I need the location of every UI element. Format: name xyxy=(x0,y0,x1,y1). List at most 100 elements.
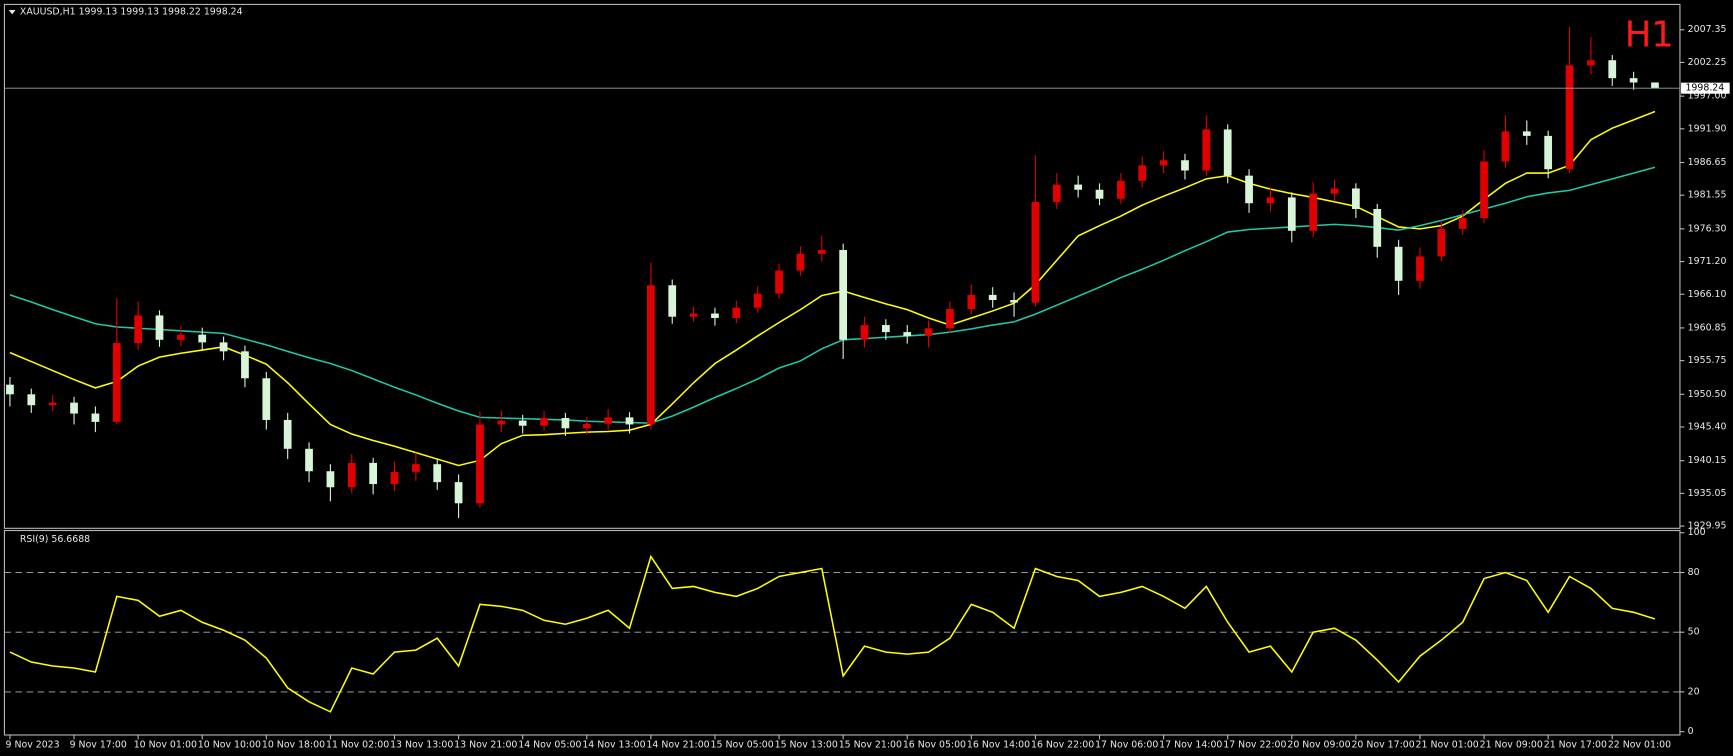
candle-body xyxy=(839,250,848,340)
candle-body xyxy=(283,419,292,449)
candle-body xyxy=(91,413,100,422)
candle-body xyxy=(155,315,164,340)
y-tick-label: 1976.30 xyxy=(1688,223,1727,234)
y-tick-label: 80 xyxy=(1688,567,1700,578)
y-tick-label: 2007.35 xyxy=(1688,24,1727,35)
candle-body xyxy=(1309,193,1318,231)
y-tick-label: 50 xyxy=(1688,627,1700,638)
x-tick-label: 13 Nov 21:00 xyxy=(454,739,517,750)
x-tick-label: 17 Nov 06:00 xyxy=(1095,739,1158,750)
candle-body xyxy=(625,417,634,425)
y-tick-label: 100 xyxy=(1688,527,1706,538)
candle-body xyxy=(1010,300,1018,303)
candle-body xyxy=(454,482,463,504)
candle-body xyxy=(711,313,719,318)
candle-body xyxy=(305,448,313,472)
candle-body xyxy=(1352,188,1360,209)
candle-body xyxy=(988,294,997,301)
candle-body xyxy=(112,342,121,422)
candle-body xyxy=(1522,131,1531,136)
candle-body xyxy=(1501,131,1510,162)
y-tick-label: 1971.20 xyxy=(1688,256,1727,267)
candle-body xyxy=(1608,60,1617,79)
y-tick-label: 2002.25 xyxy=(1688,57,1727,68)
candle-body xyxy=(1266,197,1275,204)
y-tick-label: 1986.65 xyxy=(1688,157,1727,168)
last-price-box xyxy=(1681,82,1730,94)
candle-body xyxy=(1031,201,1040,303)
candle-body xyxy=(1480,161,1488,218)
x-tick-label: 13 Nov 13:00 xyxy=(390,739,453,750)
x-tick-label: 15 Nov 05:00 xyxy=(711,739,774,750)
candle-body xyxy=(604,417,613,424)
candle-body xyxy=(1223,129,1232,176)
x-tick-label: 21 Nov 01:00 xyxy=(1416,739,1479,750)
candle-body xyxy=(817,250,826,254)
last-price-label: 1998.24 xyxy=(1685,83,1724,94)
candle-body xyxy=(924,328,933,336)
candle-body xyxy=(1202,129,1211,171)
x-tick-label: 17 Nov 14:00 xyxy=(1159,739,1222,750)
y-tick-label: 1981.55 xyxy=(1688,190,1727,201)
candle-body xyxy=(369,462,378,485)
candle-body xyxy=(775,270,783,294)
x-tick-label: 14 Nov 05:00 xyxy=(518,739,581,750)
x-tick-label: 17 Nov 22:00 xyxy=(1223,739,1286,750)
candle-body xyxy=(27,394,36,406)
rsi-title: RSI(9) 56.6688 xyxy=(20,534,90,545)
y-tick-label: 1955.75 xyxy=(1688,355,1727,366)
candle-body xyxy=(6,384,14,395)
x-tick-label: 15 Nov 13:00 xyxy=(775,739,838,750)
candle-body xyxy=(647,285,655,425)
candle-body xyxy=(134,315,142,343)
candle-body xyxy=(476,424,484,504)
candle-body xyxy=(433,464,442,483)
candle-body xyxy=(1052,184,1061,202)
candle-body xyxy=(540,418,548,426)
y-tick-label: 1950.50 xyxy=(1688,389,1727,400)
x-tick-label: 9 Nov 17:00 xyxy=(70,739,127,750)
candle-body xyxy=(262,378,271,420)
candle-body xyxy=(668,285,677,317)
candle-body xyxy=(1287,197,1296,231)
candle-body xyxy=(1458,217,1467,229)
candle-body xyxy=(1437,228,1446,257)
y-tick-label: 1929.95 xyxy=(1688,521,1727,532)
candle-body xyxy=(753,293,762,308)
candle-body xyxy=(48,402,57,406)
candle-body xyxy=(1095,189,1104,199)
y-tick-label: 1960.85 xyxy=(1688,322,1727,333)
x-tick-label: 22 Nov 01:00 xyxy=(1608,739,1671,750)
candle-body xyxy=(882,325,890,333)
x-tick-label: 9 Nov 2023 xyxy=(6,739,60,750)
chart-title: XAUUSD,H1 1999.13 1999.13 1998.22 1998.2… xyxy=(20,7,243,18)
candle-body xyxy=(219,342,228,352)
x-tick-label: 16 Nov 14:00 xyxy=(967,739,1030,750)
x-tick-label: 11 Nov 02:00 xyxy=(326,739,389,750)
candle-body xyxy=(198,334,207,343)
candle-body xyxy=(1138,165,1147,181)
candle-body xyxy=(497,420,506,425)
candle-body xyxy=(518,420,527,426)
y-tick-label: 1945.40 xyxy=(1688,421,1727,432)
candle-body xyxy=(411,464,420,472)
menu-triangle xyxy=(8,9,16,15)
x-tick-label: 14 Nov 21:00 xyxy=(646,739,709,750)
candle-body xyxy=(390,471,399,485)
candle-body xyxy=(1394,246,1403,281)
candle-body xyxy=(70,402,78,414)
candle-body xyxy=(1245,175,1253,204)
candle-body xyxy=(582,423,591,429)
candle-body xyxy=(903,332,912,336)
candle-body xyxy=(561,418,570,429)
candle-body xyxy=(946,309,954,329)
x-tick-label: 14 Nov 13:00 xyxy=(582,739,645,750)
x-tick-label: 10 Nov 10:00 xyxy=(198,739,261,750)
x-tick-label: 20 Nov 09:00 xyxy=(1287,739,1350,750)
candle-body xyxy=(1159,160,1168,166)
candle-body xyxy=(1651,82,1659,89)
candle-body xyxy=(241,351,249,379)
